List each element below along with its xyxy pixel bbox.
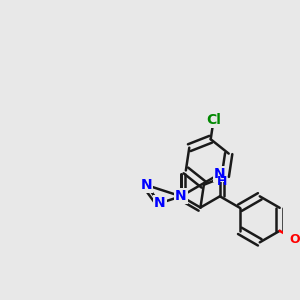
Text: H: H [217, 175, 227, 188]
Text: N: N [175, 189, 187, 203]
Text: O: O [289, 233, 300, 246]
Text: N: N [214, 167, 226, 181]
Text: N: N [141, 178, 152, 192]
Text: N: N [154, 196, 166, 210]
Text: N: N [175, 189, 187, 203]
Text: Cl: Cl [206, 113, 221, 127]
